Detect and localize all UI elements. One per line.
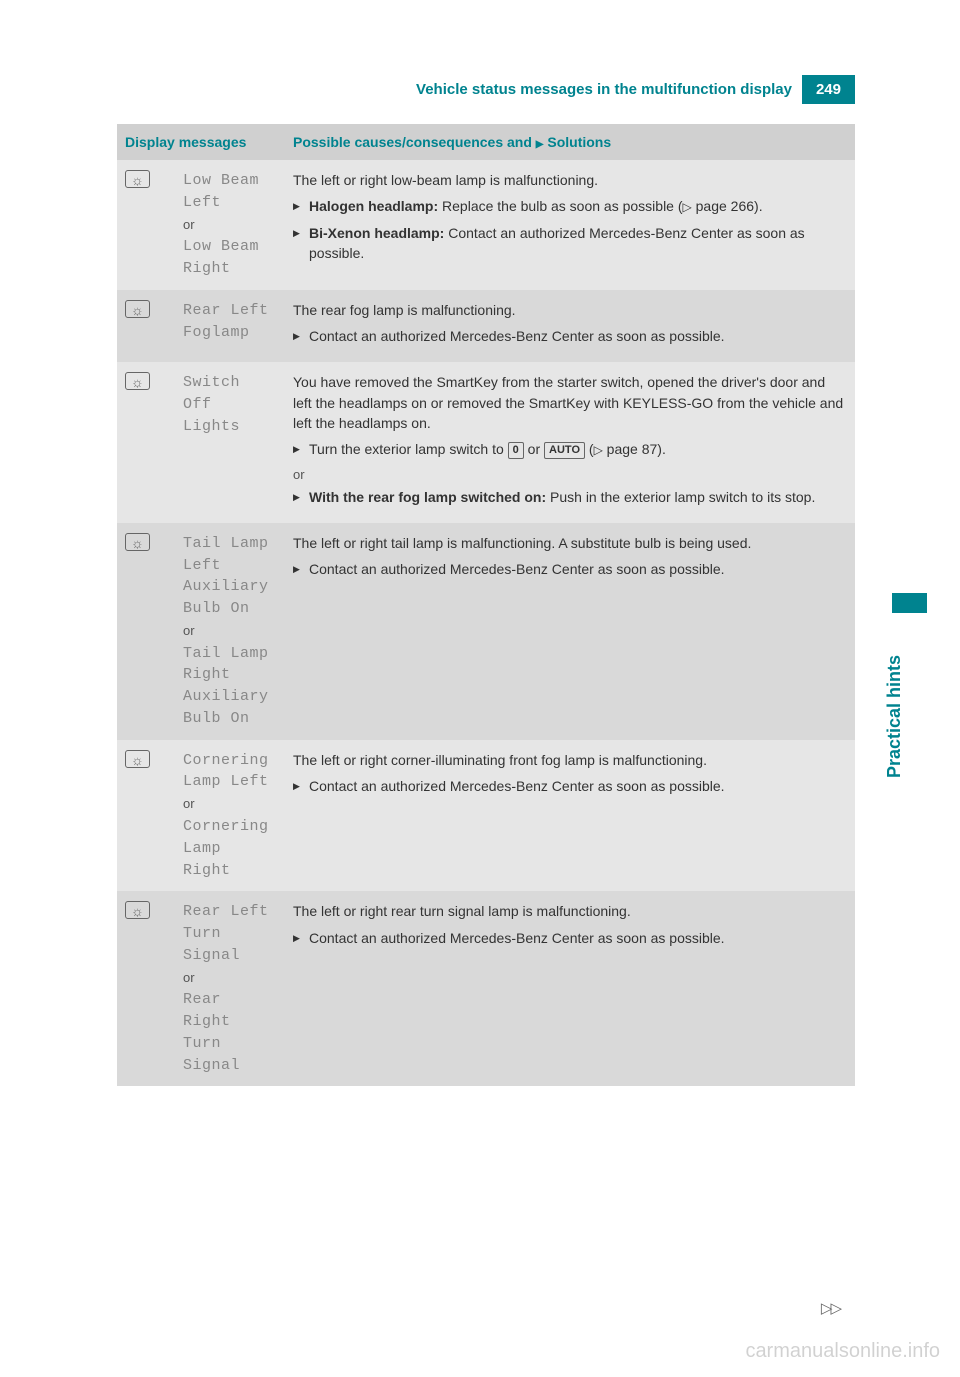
solution-cell: The left or right low-beam lamp is malfu… [285, 160, 855, 290]
solution-item: Turn the exterior lamp switch to 0 or AU… [293, 439, 847, 459]
solution-item: Contact an authorized Mercedes-Benz Cent… [293, 776, 847, 796]
display-message-line: Bulb On [183, 708, 277, 730]
message-cell: CorneringLamp LeftorCorneringLamp Right [175, 740, 285, 892]
switch-position-auto-icon: AUTO [544, 442, 585, 458]
content-area: Display messages Possible causes/consequ… [117, 124, 855, 1086]
bulb-icon: ☼ [125, 300, 150, 318]
solution-cell: The rear fog lamp is malfunctioning. Cont… [285, 290, 855, 363]
side-tab-label: Practical hints [884, 655, 905, 778]
message-cell: Tail LampLeftAuxiliaryBulb OnorTail Lamp… [175, 523, 285, 740]
solution-item: With the rear fog lamp switched on: Push… [293, 487, 847, 507]
bulb-icon: ☼ [125, 750, 150, 768]
display-message-line: Rear [183, 989, 277, 1011]
solution-item: Halogen headlamp: Replace the bulb as so… [293, 196, 847, 216]
solution-cell: The left or right rear turn signal lamp … [285, 891, 855, 1086]
display-message-line: Signal [183, 945, 277, 967]
side-tab: Practical hints [860, 505, 890, 665]
bulb-icon: ☼ [125, 901, 150, 919]
solution-intro: The left or right rear turn signal lamp … [293, 901, 847, 921]
bulb-icon: ☼ [125, 372, 150, 390]
solution-intro: You have removed the SmartKey from the s… [293, 372, 847, 433]
display-message-line: Rear Left [183, 901, 277, 923]
messages-table: Display messages Possible causes/consequ… [117, 124, 855, 1086]
col-solutions: Possible causes/consequences and ▶ Solut… [285, 124, 855, 160]
message-cell: Rear LeftTurnSignalorRearRightTurnSignal [175, 891, 285, 1086]
icon-cell: ☼ [117, 362, 175, 522]
solution-item: Contact an authorized Mercedes-Benz Cent… [293, 326, 847, 346]
display-message-line: Off Lights [183, 394, 277, 438]
display-message-line: Bulb On [183, 598, 277, 620]
solution-list: With the rear fog lamp switched on: Push… [293, 487, 847, 507]
display-message-line: Cornering [183, 816, 277, 838]
icon-cell: ☼ [117, 891, 175, 1086]
solution-intro: The left or right low-beam lamp is malfu… [293, 170, 847, 190]
display-message-line: Turn [183, 923, 277, 945]
display-message-line: Foglamp [183, 322, 277, 344]
solution-cell: You have removed the SmartKey from the s… [285, 362, 855, 522]
or-text: or [183, 969, 277, 988]
solution-list: Contact an authorized Mercedes-Benz Cent… [293, 776, 847, 796]
page-number: 249 [802, 75, 855, 104]
side-tab-marker [892, 593, 927, 613]
display-message-line: Low Beam [183, 236, 277, 258]
solution-list: Halogen headlamp: Replace the bulb as so… [293, 196, 847, 263]
table-row: ☼CorneringLamp LeftorCorneringLamp Right… [117, 740, 855, 892]
display-message-line: Low Beam [183, 170, 277, 192]
solution-list: Contact an authorized Mercedes-Benz Cent… [293, 928, 847, 948]
display-message-line: Auxiliary [183, 576, 277, 598]
table-row: ☼Rear LeftTurnSignalorRearRightTurnSigna… [117, 891, 855, 1086]
display-message-line: Rear Left [183, 300, 277, 322]
watermark: carmanualsonline.info [745, 1340, 940, 1363]
solution-intro: The rear fog lamp is malfunctioning. [293, 300, 847, 320]
solution-cell: The left or right corner-illuminating fr… [285, 740, 855, 892]
display-message-line: Switch [183, 372, 277, 394]
display-message-line: Lamp Left [183, 771, 277, 793]
bulb-icon: ☼ [125, 533, 150, 551]
or-text: or [183, 622, 277, 641]
icon-cell: ☼ [117, 523, 175, 740]
solution-list: Turn the exterior lamp switch to 0 or AU… [293, 439, 847, 459]
display-message-line: Auxiliary [183, 686, 277, 708]
page-header: Vehicle status messages in the multifunc… [0, 75, 855, 104]
solution-item: Contact an authorized Mercedes-Benz Cent… [293, 928, 847, 948]
message-cell: SwitchOff Lights [175, 362, 285, 522]
display-message-line: Signal [183, 1055, 277, 1077]
display-message-line: Tail Lamp [183, 643, 277, 665]
solution-intro: The left or right corner-illuminating fr… [293, 750, 847, 770]
display-message-line: Lamp Right [183, 838, 277, 882]
display-message-line: Tail Lamp [183, 533, 277, 555]
display-message-line: Right [183, 664, 277, 686]
icon-cell: ☼ [117, 290, 175, 363]
solution-intro: The left or right tail lamp is malfuncti… [293, 533, 847, 553]
icon-cell: ☼ [117, 740, 175, 892]
icon-cell: ☼ [117, 160, 175, 290]
display-message-line: Cornering [183, 750, 277, 772]
header-title: Vehicle status messages in the multifunc… [406, 75, 802, 104]
table-row: ☼Rear LeftFoglampThe rear fog lamp is ma… [117, 290, 855, 363]
message-cell: Low BeamLeftorLow BeamRight [175, 160, 285, 290]
message-cell: Rear LeftFoglamp [175, 290, 285, 363]
display-message-line: Right [183, 1011, 277, 1033]
table-row: ☼Tail LampLeftAuxiliaryBulb OnorTail Lam… [117, 523, 855, 740]
solution-list: Contact an authorized Mercedes-Benz Cent… [293, 559, 847, 579]
display-message-line: Right [183, 258, 277, 280]
table-row: ☼Low BeamLeftorLow BeamRightThe left or … [117, 160, 855, 290]
solution-item: Bi-Xenon headlamp: Contact an authorized… [293, 223, 847, 264]
switch-position-0-icon: 0 [508, 442, 524, 458]
display-message-line: Left [183, 192, 277, 214]
display-message-line: Left [183, 555, 277, 577]
solution-cell: The left or right tail lamp is malfuncti… [285, 523, 855, 740]
display-message-line: Turn [183, 1033, 277, 1055]
col-display-messages: Display messages [117, 124, 285, 160]
or-text: or [183, 795, 277, 814]
table-row: ☼SwitchOff LightsYou have removed the Sm… [117, 362, 855, 522]
bulb-icon: ☼ [125, 170, 150, 188]
solution-item: Contact an authorized Mercedes-Benz Cent… [293, 559, 847, 579]
or-text: or [183, 216, 277, 235]
or-text: or [293, 466, 847, 485]
solution-list: Contact an authorized Mercedes-Benz Cent… [293, 326, 847, 346]
